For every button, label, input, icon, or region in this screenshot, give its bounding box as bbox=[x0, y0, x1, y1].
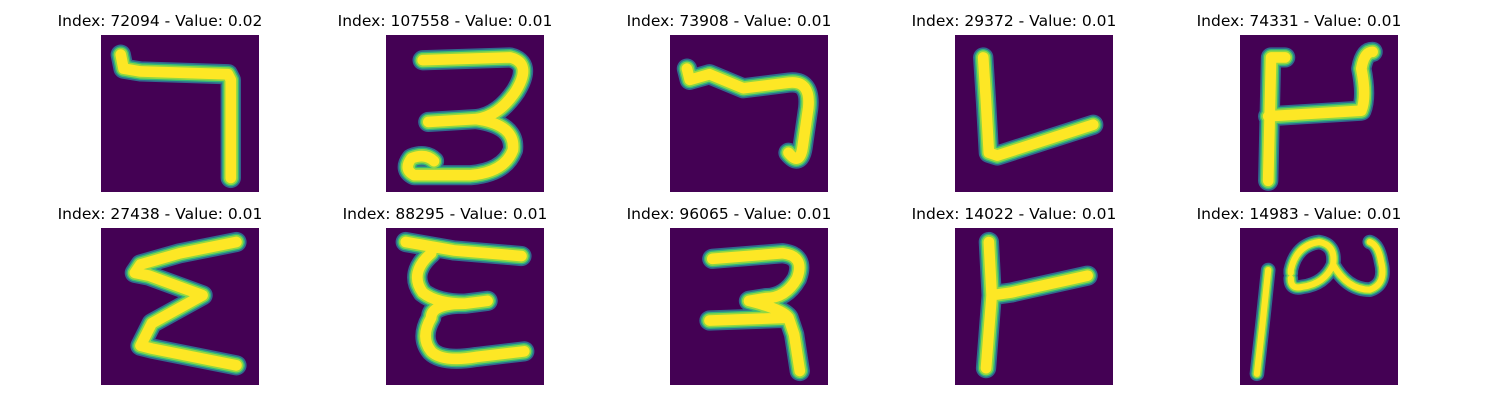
epsilon-shape-glyph bbox=[386, 228, 544, 385]
panel-title: Index: 27438 - Value: 0.01 bbox=[57, 205, 263, 223]
three-shape-glyph bbox=[386, 35, 544, 192]
panel-title: Index: 107558 - Value: 0.01 bbox=[337, 12, 553, 30]
digit-image bbox=[386, 228, 544, 385]
panel-title: Index: 88295 - Value: 0.01 bbox=[342, 205, 548, 223]
t-rotated-shape-glyph bbox=[955, 228, 1113, 385]
digit-image bbox=[670, 35, 828, 192]
digit-image bbox=[1240, 228, 1398, 385]
digit-image bbox=[955, 228, 1113, 385]
seven-hook-shape-glyph bbox=[670, 35, 828, 192]
panel-title: Index: 96065 - Value: 0.01 bbox=[626, 205, 832, 223]
panel-title: Index: 73908 - Value: 0.01 bbox=[626, 12, 832, 30]
l-shape-glyph bbox=[955, 35, 1113, 192]
panel-title: Index: 74331 - Value: 0.01 bbox=[1196, 12, 1402, 30]
panel-title: Index: 29372 - Value: 0.01 bbox=[911, 12, 1117, 30]
digit-image bbox=[955, 35, 1113, 192]
panel-title: Index: 14983 - Value: 0.01 bbox=[1196, 205, 1402, 223]
digit-image bbox=[101, 228, 259, 385]
sigma-shape-glyph bbox=[101, 228, 259, 385]
seven-shape-glyph bbox=[101, 35, 259, 192]
reversed-r-shape-glyph bbox=[670, 228, 828, 385]
digit-image bbox=[101, 35, 259, 192]
digit-image bbox=[386, 35, 544, 192]
digit-image bbox=[670, 228, 828, 385]
panel-title: Index: 72094 - Value: 0.02 bbox=[57, 12, 263, 30]
panel-title: Index: 14022 - Value: 0.01 bbox=[911, 205, 1117, 223]
n-curl-shape-glyph bbox=[1240, 228, 1398, 385]
digit-image bbox=[1240, 35, 1398, 192]
u-bar-shape-glyph bbox=[1240, 35, 1398, 192]
